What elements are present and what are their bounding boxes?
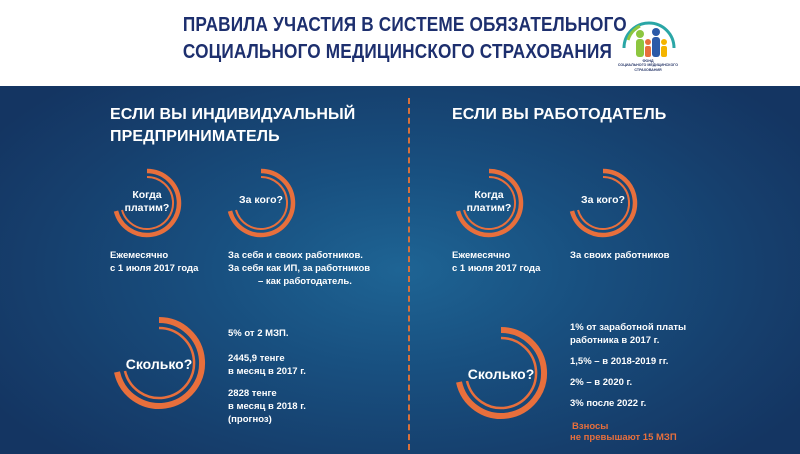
left-when-text: Ежемесячно с 1 июля 2017 года [110, 249, 198, 275]
logo-text-line-2: СОЦИАЛЬНОГО МЕДИЦИНСКОГО [617, 63, 679, 68]
right-howmuch-note-line-2: не превышают 15 МЗП [570, 432, 677, 443]
left-howmuch-text: 5% от 2 МЗП. 2445,9 тенге в месяц в 2017… [228, 327, 306, 426]
right-who-ring-icon [569, 168, 638, 238]
right-howmuch-p3: 2% – в 2020 г. [570, 377, 633, 388]
right-howmuch-p1-line-2: работника в 2017 г. [570, 335, 660, 346]
right-when-ring-line-1: Когда [474, 189, 504, 201]
left-when-ring-label: Когда платим? [110, 189, 184, 215]
right-who-text-line-1: За своих работников [570, 250, 670, 261]
right-when-ring-line-2: платим? [466, 202, 512, 214]
logo-text: ФОНД СОЦИАЛЬНОГО МЕДИЦИНСКОГО СТРАХОВАНИ… [608, 59, 688, 72]
left-who-ring-icon [227, 168, 296, 238]
dashed-divider [408, 98, 410, 450]
left-howmuch-p3-line-1: 2828 тенге [228, 388, 277, 399]
right-when-text-line-2: с 1 июля 2017 года [452, 263, 541, 274]
left-when-ring-line-1: Когда [132, 189, 162, 201]
main-panel: ЕСЛИ ВЫ ИНДИВИДУАЛЬНЫЙ ПРЕДПРИНИМАТЕЛЬ К… [0, 86, 800, 454]
left-who-text-line-2: За себя как ИП, за работников [228, 263, 371, 274]
right-when-ring-icon [455, 168, 524, 238]
left-howmuch-p2-line-1: 2445,9 тенге [228, 353, 285, 364]
left-howmuch-p2-line-2: в месяц в 2017 г. [228, 366, 306, 377]
right-howmuch-p2: 1,5% – в 2018-2019 гг. [570, 356, 669, 367]
left-when-ring-line-2: платим? [124, 202, 170, 214]
left-heading: ЕСЛИ ВЫ ИНДИВИДУАЛЬНЫЙ ПРЕДПРИНИМАТЕЛЬ [110, 104, 355, 148]
left-heading-line-1: ЕСЛИ ВЫ ИНДИВИДУАЛЬНЫЙ [110, 106, 356, 123]
page-title: ПРАВИЛА УЧАСТИЯ В СИСТЕМЕ ОБЯЗАТЕЛЬНОГО … [182, 12, 627, 66]
right-howmuch-ring-icon [456, 327, 547, 419]
left-who-text-line-1: За себя и своих работников. [228, 250, 363, 261]
right-when-text: Ежемесячно с 1 июля 2017 года [452, 249, 540, 275]
left-howmuch-ring-icon [114, 317, 205, 409]
right-howmuch-ring-label: Сколько? [467, 366, 535, 382]
title-line-1: ПРАВИЛА УЧАСТИЯ В СИСТЕМЕ ОБЯЗАТЕЛЬНОГО [182, 14, 627, 36]
right-when-ring-label: Когда платим? [452, 189, 526, 215]
logo-text-line-3: СТРАХОВАНИЯ [634, 67, 662, 72]
left-who-text: За себя и своих работников. За себя как … [228, 249, 370, 288]
left-howmuch-ring-label: Сколько? [125, 356, 193, 372]
right-howmuch-note-line-1: Взносы [570, 420, 686, 433]
left-howmuch-p3-line-3: (прогноз) [228, 414, 272, 425]
right-howmuch-note-line-1-text: Взносы [572, 421, 609, 432]
logo-text-line-1: ФОНД [642, 59, 654, 63]
right-howmuch-text: 1% от заработной платы работника в 2017 … [570, 321, 686, 444]
header: ПРАВИЛА УЧАСТИЯ В СИСТЕМЕ ОБЯЗАТЕЛЬНОГО … [0, 0, 800, 86]
right-who-ring-label: За кого? [581, 194, 625, 206]
left-howmuch-p3-line-2: в месяц в 2018 г. [228, 401, 306, 412]
right-howmuch-p4: 3% после 2022 г. [570, 398, 647, 409]
right-howmuch-p1-line-1: 1% от заработной платы [570, 322, 687, 333]
right-heading: ЕСЛИ ВЫ РАБОТОДАТЕЛЬ [452, 106, 667, 123]
left-heading-line-2: ПРЕДПРИНИМАТЕЛЬ [110, 128, 280, 145]
family-figures-icon [622, 21, 676, 57]
right-who-text: За своих работников [570, 249, 669, 262]
left-when-text-line-2: с 1 июля 2017 года [110, 263, 199, 274]
left-howmuch-p1: 5% от 2 МЗП. [228, 328, 289, 339]
left-who-ring-label: За кого? [239, 194, 283, 206]
left-who-text-line-3: – как работодатель. [258, 276, 352, 287]
right-when-text-line-1: Ежемесячно [452, 250, 511, 261]
left-when-ring-icon [113, 168, 182, 238]
left-when-text-line-1: Ежемесячно [110, 250, 169, 261]
title-line-2: СОЦИАЛЬНОГО МЕДИЦИНСКОГО СТРАХОВАНИЯ [182, 41, 613, 63]
